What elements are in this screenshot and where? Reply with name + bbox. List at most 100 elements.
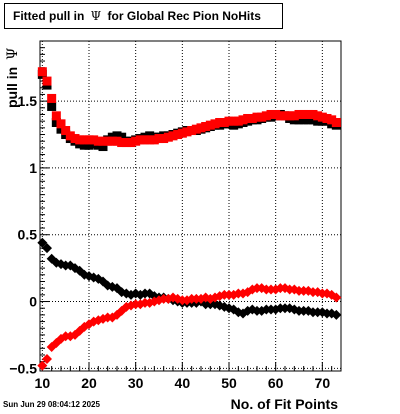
data-point — [210, 119, 220, 129]
data-point — [61, 126, 71, 136]
data-point — [51, 117, 61, 127]
x-tick-label: 30 — [128, 375, 144, 391]
data-point — [205, 120, 215, 130]
chart-title-suffix: for Global Rec Pion NoHits — [107, 9, 261, 23]
data-point — [303, 109, 313, 119]
data-point — [159, 134, 169, 144]
data-point — [89, 135, 99, 145]
x-tick-label: 10 — [35, 375, 51, 391]
data-point — [47, 101, 57, 111]
data-point — [224, 116, 234, 126]
data-point — [275, 111, 285, 121]
grid-lines — [40, 41, 341, 371]
data-point — [42, 243, 52, 254]
chart-title-symbol: Ψ — [90, 9, 102, 23]
chart-title-prefix: Fitted pull in — [13, 9, 85, 23]
y-tick-label: 0 — [29, 294, 37, 310]
data-point — [243, 113, 253, 123]
data-point — [313, 116, 323, 126]
data-point — [154, 134, 164, 144]
data-point — [135, 135, 145, 145]
x-tick-label: 40 — [175, 375, 191, 391]
data-point — [331, 292, 342, 303]
data-point — [215, 117, 225, 127]
data-point — [42, 353, 52, 364]
y-tick-label: 0.5 — [18, 227, 38, 243]
data-point — [247, 113, 257, 123]
data-point — [112, 136, 122, 146]
data-point — [238, 115, 248, 125]
data-point — [229, 116, 239, 126]
data-point — [51, 111, 61, 121]
data-point — [98, 142, 108, 152]
data-point — [191, 124, 201, 134]
data-point — [252, 112, 262, 122]
data-point — [294, 115, 304, 125]
y-axis-label-symbol: Ψ — [5, 47, 21, 60]
data-point — [42, 76, 52, 86]
data-point — [173, 130, 183, 140]
x-tick-label: 50 — [221, 375, 237, 391]
data-point — [271, 109, 281, 119]
data-point — [280, 111, 290, 121]
data-point — [247, 304, 258, 315]
data-point — [313, 111, 323, 121]
data-point — [145, 135, 155, 145]
x-axis-label: No. of Fit Points — [230, 396, 338, 412]
data-point — [47, 93, 57, 103]
data-points — [37, 67, 342, 371]
plot-frame — [39, 40, 342, 372]
y-axis-label-text: pull in — [4, 66, 20, 108]
data-point — [317, 112, 327, 122]
data-point — [93, 136, 103, 146]
data-point — [117, 132, 127, 142]
data-point — [285, 111, 295, 121]
data-point — [149, 135, 159, 145]
data-point — [121, 138, 131, 148]
data-point — [168, 131, 178, 141]
y-axis-label: pull in Ψ — [4, 48, 21, 108]
y-tick-label: −0.5 — [9, 360, 37, 376]
data-point — [126, 138, 136, 148]
data-point — [299, 115, 309, 125]
data-point — [37, 67, 47, 77]
data-point — [327, 115, 337, 125]
data-point — [56, 124, 66, 134]
data-point — [112, 131, 122, 141]
data-point — [308, 109, 318, 119]
data-point — [107, 136, 117, 146]
y-tick-label: 1 — [29, 160, 37, 176]
axis-ticks: 10 20 30 40 50 60 70 −0.5 0 0.5 1 1.5 — [9, 47, 342, 391]
series-3 — [37, 283, 342, 371]
chart-title: Fitted pull in Ψ for Global Rec Pion NoH… — [4, 3, 283, 29]
data-point — [331, 117, 341, 127]
y-tick-label: 1.5 — [18, 93, 38, 109]
data-point — [56, 119, 66, 129]
data-point — [84, 135, 94, 145]
data-point — [322, 113, 332, 123]
data-point — [182, 127, 192, 137]
data-point — [177, 128, 187, 138]
data-point — [70, 134, 80, 144]
series-1 — [37, 67, 341, 148]
data-point — [163, 132, 173, 142]
x-tick-label: 60 — [268, 375, 284, 391]
data-point — [79, 140, 89, 150]
x-tick-label: 70 — [315, 375, 331, 391]
data-point — [233, 116, 243, 126]
data-point — [65, 131, 75, 141]
data-point — [75, 135, 85, 145]
data-point — [103, 136, 113, 146]
data-point — [289, 111, 299, 121]
data-point — [308, 115, 318, 125]
data-point — [117, 138, 127, 148]
data-point — [266, 109, 276, 119]
data-point — [294, 109, 304, 119]
data-point — [37, 360, 48, 371]
data-point — [140, 135, 150, 145]
footer-timestamp: Sun Jun 29 08:04:12 2025 — [3, 400, 100, 409]
data-point — [219, 117, 229, 127]
data-point — [131, 136, 141, 146]
data-point — [187, 126, 197, 136]
